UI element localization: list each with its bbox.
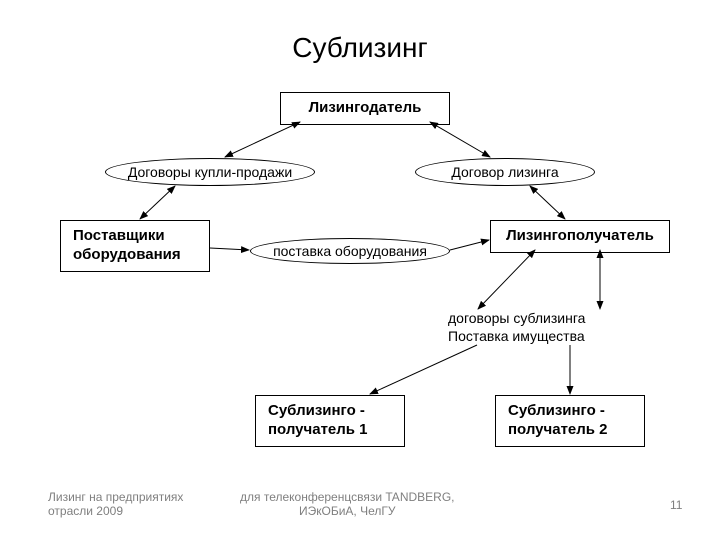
slide-title: Сублизинг: [0, 32, 720, 64]
node-lease-contract-label: Договор лизинга: [451, 164, 558, 180]
node-sublessee-2: Сублизинго -получатель 2: [495, 395, 645, 447]
node-sublessee-1: Сублизинго -получатель 1: [255, 395, 405, 447]
node-sale-contracts: Договоры купли-продажи: [105, 158, 315, 186]
node-lessor: Лизингодатель: [280, 92, 450, 125]
node-lessor-label: Лизингодатель: [309, 99, 422, 116]
footer-page-number: 11: [670, 498, 682, 512]
node-sale-contracts-label: Договоры купли-продажи: [128, 164, 292, 180]
node-lessee-label: Лизингополучатель: [506, 227, 654, 244]
node-lease-contract: Договор лизинга: [415, 158, 595, 186]
node-suppliers-label: Поставщикиоборудования: [73, 227, 181, 263]
node-delivery: поставка оборудования: [250, 238, 450, 264]
node-lessee: Лизингополучатель: [490, 220, 670, 253]
node-sublessee-1-label: Сублизинго -получатель 1: [268, 402, 368, 438]
footer-center: для телеконференцсвязи TANDBERG,ИЭкОБиА,…: [240, 490, 455, 518]
footer-left: Лизинг на предприятияхотрасли 2009: [48, 490, 183, 518]
node-sublease-text: договоры сублизингаПоставка имущества: [448, 310, 585, 345]
node-sublessee-2-label: Сублизинго -получатель 2: [508, 402, 608, 438]
node-sublease-text-label: договоры сублизингаПоставка имущества: [448, 310, 585, 344]
node-suppliers: Поставщикиоборудования: [60, 220, 210, 272]
node-delivery-label: поставка оборудования: [273, 243, 427, 259]
